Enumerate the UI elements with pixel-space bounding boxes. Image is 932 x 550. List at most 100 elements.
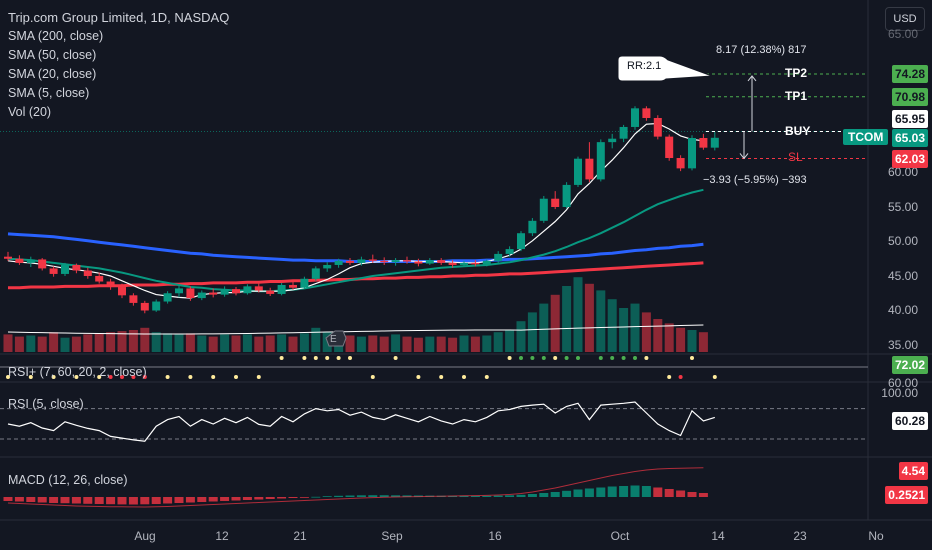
candle[interactable]: [437, 260, 446, 263]
candle[interactable]: [414, 261, 423, 264]
candle[interactable]: [254, 286, 263, 291]
legend-rsi[interactable]: RSI (5, close): [8, 397, 84, 411]
macd-histogram-bar: [698, 493, 708, 497]
candle[interactable]: [391, 260, 400, 263]
candle[interactable]: [266, 290, 275, 294]
candle[interactable]: [4, 256, 12, 259]
candle[interactable]: [163, 293, 172, 302]
macd-histogram-bar: [687, 492, 697, 497]
macd-histogram-bar: [37, 497, 47, 503]
candle[interactable]: [83, 270, 92, 276]
candle[interactable]: [357, 259, 366, 263]
candle[interactable]: [118, 287, 126, 296]
legend-sma5[interactable]: SMA (5, close): [8, 86, 90, 100]
candle[interactable]: [517, 233, 525, 250]
candle[interactable]: [642, 108, 651, 118]
candle[interactable]: [403, 260, 411, 262]
candle[interactable]: [152, 301, 161, 311]
candle[interactable]: [300, 278, 309, 288]
sl-label: SL: [788, 150, 803, 164]
volume-bar: [698, 332, 708, 352]
earnings-marker[interactable]: [325, 330, 347, 347]
candle[interactable]: [197, 292, 206, 299]
candle[interactable]: [186, 288, 195, 299]
candle[interactable]: [619, 126, 628, 139]
candle[interactable]: [710, 137, 719, 148]
candle[interactable]: [494, 253, 503, 261]
candle[interactable]: [665, 136, 674, 159]
candle[interactable]: [232, 289, 240, 294]
currency-button[interactable]: USD: [885, 7, 925, 31]
candle[interactable]: [482, 260, 491, 265]
candle[interactable]: [311, 268, 320, 279]
candle[interactable]: [608, 138, 617, 143]
macd-histogram-bar: [402, 495, 412, 497]
candle[interactable]: [243, 286, 252, 294]
candle[interactable]: [38, 259, 47, 269]
candle[interactable]: [574, 158, 582, 185]
candle[interactable]: [631, 108, 639, 127]
candle[interactable]: [425, 260, 434, 264]
candle[interactable]: [551, 198, 560, 207]
candle[interactable]: [334, 260, 343, 265]
sma5-line: [7, 122, 704, 299]
macd-histogram-bar: [60, 497, 70, 504]
candle[interactable]: [346, 260, 354, 263]
legend-volume[interactable]: Vol (20): [8, 105, 52, 119]
candle[interactable]: [49, 268, 58, 274]
candle[interactable]: [460, 262, 468, 265]
candle[interactable]: [26, 259, 35, 263]
macd-histogram-bar: [197, 497, 207, 502]
macd-histogram-bar: [391, 495, 401, 497]
macd-histogram-bar: [334, 495, 344, 497]
candle[interactable]: [539, 198, 548, 221]
rsi-plus-dot: [256, 375, 261, 379]
candle[interactable]: [61, 264, 69, 274]
legend-sma50[interactable]: SMA (50, close): [8, 48, 97, 62]
candle[interactable]: [140, 302, 149, 311]
macd-histogram-bar: [26, 497, 36, 502]
volume-bar: [60, 337, 70, 352]
candle[interactable]: [562, 184, 571, 207]
legend-sma20[interactable]: SMA (20, close): [8, 67, 97, 81]
legend-macd[interactable]: MACD (12, 26, close): [8, 473, 128, 487]
candle[interactable]: [688, 138, 696, 169]
macd-histogram-bar: [493, 495, 503, 497]
candle[interactable]: [368, 259, 377, 261]
candle[interactable]: [220, 289, 229, 295]
rsi-plus-dot: [348, 356, 352, 360]
candle[interactable]: [699, 138, 708, 148]
candle[interactable]: [289, 284, 297, 288]
candle[interactable]: [323, 264, 332, 269]
candle[interactable]: [95, 276, 104, 282]
legend-rsi-plus[interactable]: RSI+ (7, 60, 20, 2, close): [8, 365, 147, 379]
rsi-plus-dot: [131, 375, 136, 379]
candle[interactable]: [528, 220, 537, 234]
candle[interactable]: [129, 295, 138, 303]
candle[interactable]: [505, 249, 514, 254]
candle[interactable]: [277, 284, 286, 294]
macd-histogram-bar: [117, 497, 127, 505]
candle[interactable]: [106, 281, 115, 288]
candle[interactable]: [209, 292, 218, 295]
volume-bar: [174, 334, 184, 352]
candle[interactable]: [471, 262, 480, 265]
candle[interactable]: [380, 260, 389, 263]
rsi-plus-dot: [541, 356, 546, 360]
candle[interactable]: [596, 142, 605, 180]
volume-bar: [539, 303, 549, 352]
candle[interactable]: [448, 262, 457, 265]
candle[interactable]: [653, 117, 662, 137]
candle[interactable]: [585, 158, 594, 180]
volume-bar: [345, 335, 355, 352]
candle[interactable]: [15, 258, 24, 263]
macd-histogram-bar: [356, 495, 366, 497]
volume-bar: [83, 334, 93, 352]
candle[interactable]: [676, 158, 685, 169]
symbol-tag: TCOM: [843, 129, 889, 145]
candle[interactable]: [72, 264, 81, 271]
rsi-plus-dot: [165, 375, 170, 379]
candle[interactable]: [175, 288, 183, 294]
legend-sma200[interactable]: SMA (200, close): [8, 29, 104, 43]
